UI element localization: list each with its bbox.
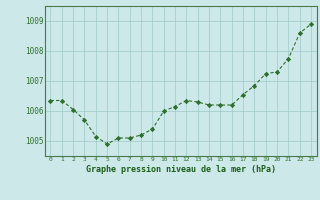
X-axis label: Graphe pression niveau de la mer (hPa): Graphe pression niveau de la mer (hPa) bbox=[86, 165, 276, 174]
